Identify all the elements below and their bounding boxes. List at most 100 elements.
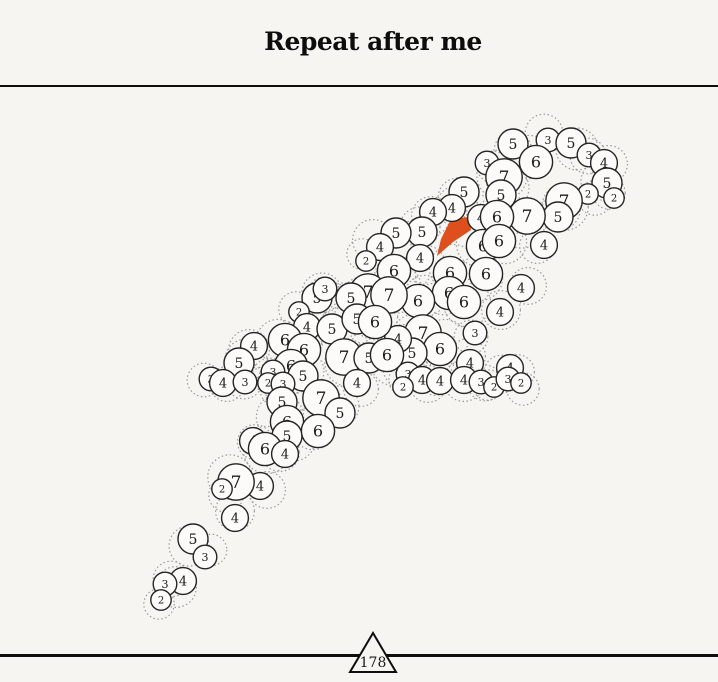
puzzle-vertex-86[interactable]: 4 bbox=[270, 439, 300, 469]
puzzle-vertex-62[interactable]: 6 bbox=[357, 304, 393, 340]
vertex-circle[interactable] bbox=[324, 397, 356, 429]
puzzle-vertex-56[interactable]: 3 bbox=[312, 276, 338, 302]
vertex-circle[interactable] bbox=[468, 256, 504, 292]
target-ghost-circle bbox=[215, 491, 256, 532]
puzzle-vertex-34[interactable]: 4 bbox=[485, 297, 515, 327]
vertex-count-label: 5 bbox=[365, 351, 374, 367]
puzzle-vertex-30[interactable]: 6 bbox=[468, 256, 504, 292]
puzzle-vertex-12[interactable]: 5 bbox=[542, 201, 574, 233]
target-ghost-circle bbox=[143, 588, 175, 620]
puzzle-vertex-51[interactable]: 2 bbox=[392, 376, 414, 398]
vertex-count-label: 3 bbox=[484, 157, 491, 170]
vertex-circle[interactable] bbox=[211, 478, 233, 500]
vertex-circle[interactable] bbox=[270, 439, 300, 469]
puzzle-vertex-83[interactable]: 6 bbox=[300, 413, 336, 449]
vertex-count-label: 2 bbox=[265, 378, 271, 389]
puzzle-vertex-79[interactable]: 5 bbox=[324, 397, 356, 429]
vertex-circle[interactable] bbox=[357, 304, 393, 340]
vertex-circle[interactable] bbox=[192, 544, 218, 570]
puzzle-vertex-0[interactable]: 5 bbox=[497, 128, 529, 160]
vertex-count-label: 4 bbox=[179, 575, 187, 590]
vertex-count-label: 4 bbox=[394, 333, 402, 348]
vertex-count-label: 5 bbox=[235, 356, 244, 372]
vertex-count-label: 6 bbox=[299, 341, 309, 360]
vertex-count-label: 5 bbox=[328, 322, 337, 338]
puzzle-vertex-80[interactable]: 4 bbox=[342, 368, 372, 398]
puzzle-vertex-92[interactable]: 3 bbox=[192, 544, 218, 570]
puzzle-vertex-73[interactable]: 3 bbox=[232, 369, 258, 395]
vertex-circle[interactable] bbox=[369, 337, 405, 373]
vertex-count-label: 6 bbox=[389, 262, 399, 281]
puzzle-vertex-72[interactable]: 4 bbox=[208, 368, 238, 398]
vertex-count-label: 3 bbox=[162, 578, 169, 591]
vertex-circle[interactable] bbox=[481, 223, 517, 259]
vertex-count-label: 5 bbox=[509, 137, 518, 153]
vertex-count-label: 2 bbox=[400, 382, 406, 393]
puzzle-vertex-50[interactable]: 2 bbox=[510, 372, 532, 394]
puzzle-vertex-35[interactable]: 3 bbox=[462, 320, 488, 346]
vertex-count-label: 2 bbox=[219, 484, 225, 495]
puzzle-vertex-63[interactable]: 7 bbox=[325, 338, 363, 376]
vertex-count-label: 6 bbox=[260, 440, 270, 459]
vertex-count-label: 4 bbox=[353, 377, 361, 392]
vertex-circle[interactable] bbox=[342, 368, 372, 398]
vertex-circle[interactable] bbox=[603, 187, 625, 209]
vertex-count-label: 6 bbox=[413, 292, 423, 311]
puzzle-vertex-65[interactable]: 6 bbox=[369, 337, 405, 373]
puzzle-vertex-90[interactable]: 4 bbox=[220, 503, 250, 533]
vertex-count-label: 4 bbox=[418, 374, 426, 389]
puzzle-vertex-95[interactable]: 2 bbox=[150, 589, 172, 611]
vertex-count-label: 2 bbox=[296, 307, 302, 318]
puzzle-vertex-31[interactable]: 4 bbox=[506, 273, 536, 303]
vertex-count-label: 6 bbox=[494, 232, 504, 251]
vertex-count-label: 6 bbox=[280, 331, 290, 350]
vertex-count-label: 5 bbox=[278, 395, 287, 411]
vertex-count-label: 4 bbox=[219, 377, 227, 392]
puzzle-vertex-3[interactable]: 6 bbox=[518, 144, 554, 180]
vertex-count-label: 5 bbox=[497, 188, 506, 204]
vertex-circle[interactable] bbox=[312, 276, 338, 302]
vertex-count-label: 5 bbox=[353, 312, 362, 328]
vertex-circle[interactable] bbox=[392, 376, 414, 398]
vertex-circle[interactable] bbox=[510, 372, 532, 394]
vertex-circle[interactable] bbox=[405, 243, 435, 273]
vertex-circle[interactable] bbox=[497, 128, 529, 160]
vertex-circle[interactable] bbox=[355, 250, 377, 272]
vertex-circle[interactable] bbox=[446, 284, 482, 320]
puzzle-vertex-10[interactable]: 2 bbox=[603, 187, 625, 209]
vertex-circle[interactable] bbox=[462, 320, 488, 346]
vertex-circle[interactable] bbox=[232, 369, 258, 395]
vertex-count-label: 7 bbox=[363, 283, 374, 303]
puzzle-vertex-19[interactable]: 6 bbox=[481, 223, 517, 259]
vertex-circle[interactable] bbox=[529, 230, 559, 260]
puzzle-vertex-26[interactable]: 4 bbox=[405, 243, 435, 273]
vertex-circle[interactable] bbox=[220, 503, 250, 533]
vertex-count-label: 5 bbox=[336, 406, 345, 422]
vertex-circle[interactable] bbox=[485, 297, 515, 327]
vertex-count-label: 7 bbox=[231, 473, 242, 493]
vertex-count-label: 3 bbox=[270, 366, 277, 379]
vertex-count-label: 6 bbox=[481, 265, 491, 284]
puzzle-vertex-44[interactable]: 4 bbox=[425, 366, 455, 396]
puzzle-vertex-27[interactable]: 2 bbox=[355, 250, 377, 272]
vertex-count-label: 5 bbox=[189, 532, 198, 548]
vertex-count-label: 3 bbox=[242, 376, 249, 389]
vertex-count-label: 5 bbox=[313, 291, 322, 307]
puzzle-vertex-38[interactable]: 6 bbox=[422, 331, 458, 367]
vertex-circle[interactable] bbox=[150, 589, 172, 611]
vertex-count-label: 7 bbox=[339, 348, 350, 368]
vertex-circle[interactable] bbox=[518, 144, 554, 180]
puzzle-vertex-20[interactable]: 4 bbox=[529, 230, 559, 260]
vertex-count-label: 4 bbox=[517, 282, 525, 297]
vertex-count-label: 2 bbox=[585, 189, 591, 200]
vertex-circle[interactable] bbox=[506, 273, 536, 303]
vertex-count-label: 6 bbox=[492, 208, 502, 227]
puzzle-vertex-89[interactable]: 2 bbox=[211, 478, 233, 500]
remaining-count-label: 178 bbox=[360, 655, 387, 671]
puzzle-vertex-33[interactable]: 6 bbox=[446, 284, 482, 320]
vertex-circle[interactable] bbox=[300, 413, 336, 449]
vertex-count-label: 3 bbox=[478, 376, 485, 389]
vertex-count-label: 5 bbox=[567, 136, 576, 152]
vertex-count-label: 6 bbox=[435, 340, 445, 359]
